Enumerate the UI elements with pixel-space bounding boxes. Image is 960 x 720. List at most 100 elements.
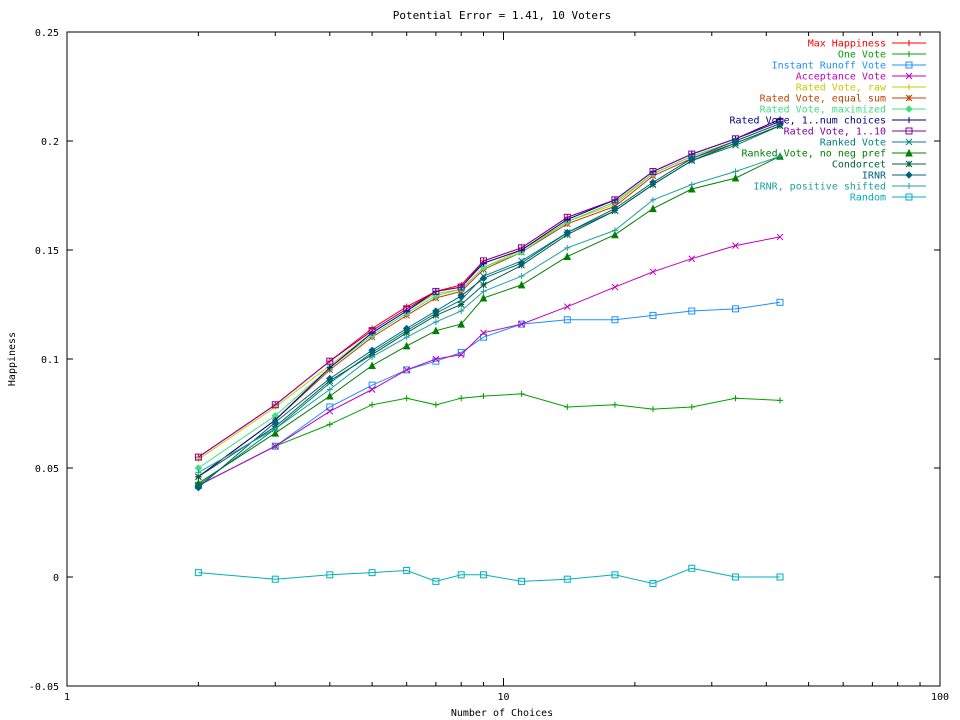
series-group — [194, 564, 784, 588]
data-point-diamond — [905, 171, 913, 179]
data-point-square — [480, 257, 488, 265]
data-point-diamond — [776, 119, 784, 128]
data-point-x — [563, 303, 571, 311]
data-point-diamond — [479, 263, 488, 272]
data-point-square — [776, 298, 784, 306]
data-point-x — [688, 255, 696, 263]
data-point-x — [732, 242, 739, 249]
data-point-plus — [369, 353, 376, 360]
data-point-plus — [195, 469, 202, 476]
data-point-plus — [564, 403, 571, 410]
legend-label: IRNR — [862, 171, 887, 182]
data-point-diamond — [479, 274, 488, 283]
legend-label: Condorcet — [832, 160, 886, 171]
legend-item: IRNR, positive shifted — [754, 182, 926, 193]
data-point-x — [480, 329, 487, 337]
y-tick-label: -0.05 — [29, 682, 59, 693]
data-point-triangle — [271, 429, 280, 437]
data-point-triangle — [563, 252, 572, 261]
data-point-diamond — [194, 483, 203, 492]
legend-label: Rated Vote, equal sum — [760, 94, 886, 105]
data-point-x — [326, 407, 334, 415]
data-point-plus — [458, 395, 465, 402]
series-group — [195, 116, 784, 480]
data-point-diamond — [432, 307, 440, 315]
data-point-diamond — [326, 374, 334, 383]
legend-item: Rated Vote, 1..num choices — [729, 116, 926, 127]
data-point-plus — [480, 393, 487, 400]
legend-item: Rated Vote, maximized — [760, 105, 926, 116]
data-point-plus — [611, 227, 618, 234]
data-point-plus — [611, 401, 618, 408]
data-point-triangle — [687, 184, 696, 193]
y-axis: -0.05 0 0.05 0.1 0.15 0.2 0.25 — [29, 28, 940, 693]
series-line — [198, 118, 781, 478]
legend-item: Rated Vote, raw — [796, 83, 926, 94]
data-point-square — [271, 575, 279, 583]
data-point-square — [457, 348, 465, 356]
series-group — [195, 153, 784, 476]
data-point-x — [649, 268, 657, 276]
data-point-star — [195, 473, 202, 481]
legend-label: IRNR, positive shifted — [754, 182, 886, 193]
data-point-square — [194, 453, 202, 461]
series-group — [195, 390, 784, 489]
data-point-plus — [688, 181, 695, 188]
series-group — [195, 122, 784, 481]
series-line — [198, 155, 781, 484]
data-point-square — [518, 320, 526, 328]
data-point-square — [688, 564, 696, 572]
legend-label: One Vote — [838, 50, 886, 61]
data-point-star — [432, 312, 440, 319]
data-point-x — [518, 320, 525, 328]
legend-item: Condorcet — [832, 160, 926, 171]
data-point-plus — [906, 117, 912, 123]
data-point-plus — [458, 308, 465, 315]
data-point-square — [457, 283, 465, 291]
y-tick-label: 0.1 — [41, 355, 59, 366]
data-point-plus — [369, 401, 376, 408]
data-point-x — [457, 351, 465, 358]
data-point-plus — [326, 364, 333, 371]
series-line — [198, 301, 781, 486]
data-point-diamond — [611, 204, 619, 213]
data-point-triangle — [517, 280, 526, 289]
series-layer — [194, 116, 784, 588]
legend-label: Rated Vote, maximized — [760, 105, 886, 116]
legend-label: Random — [850, 193, 886, 204]
data-point-plus — [906, 183, 912, 189]
data-point-square — [480, 333, 488, 341]
series-line — [198, 125, 781, 486]
data-point-plus — [432, 401, 439, 408]
legend-item: Rated Vote, equal sum — [760, 94, 926, 105]
data-point-square — [649, 580, 657, 588]
series-group — [194, 298, 784, 489]
data-point-square — [518, 244, 526, 252]
legend-item: Ranked Vote, no neg pref — [742, 149, 926, 160]
data-point-star — [905, 160, 913, 168]
data-point-diamond — [402, 324, 411, 333]
data-point-square — [905, 193, 913, 201]
data-point-plus — [688, 403, 695, 410]
series-line — [198, 125, 781, 478]
data-point-square — [518, 577, 526, 585]
data-point-square — [776, 573, 784, 581]
data-point-diamond — [563, 228, 571, 237]
data-point-triangle — [325, 391, 334, 400]
legend-label: Instant Runoff Vote — [772, 61, 886, 72]
data-point-square — [649, 311, 657, 319]
data-point-star — [480, 281, 487, 289]
data-point-plus — [518, 273, 525, 280]
data-point-triangle — [457, 320, 466, 328]
data-point-star — [403, 329, 411, 337]
data-point-square — [457, 571, 465, 579]
legend-item: One Vote — [838, 50, 926, 61]
data-point-triangle — [649, 204, 657, 213]
data-point-square — [403, 566, 411, 574]
data-point-star — [457, 301, 465, 308]
legend-label: Ranked Vote — [820, 138, 886, 149]
data-point-x — [368, 386, 376, 393]
legend-label: Max Happiness — [808, 39, 886, 50]
data-point-square — [432, 577, 440, 585]
